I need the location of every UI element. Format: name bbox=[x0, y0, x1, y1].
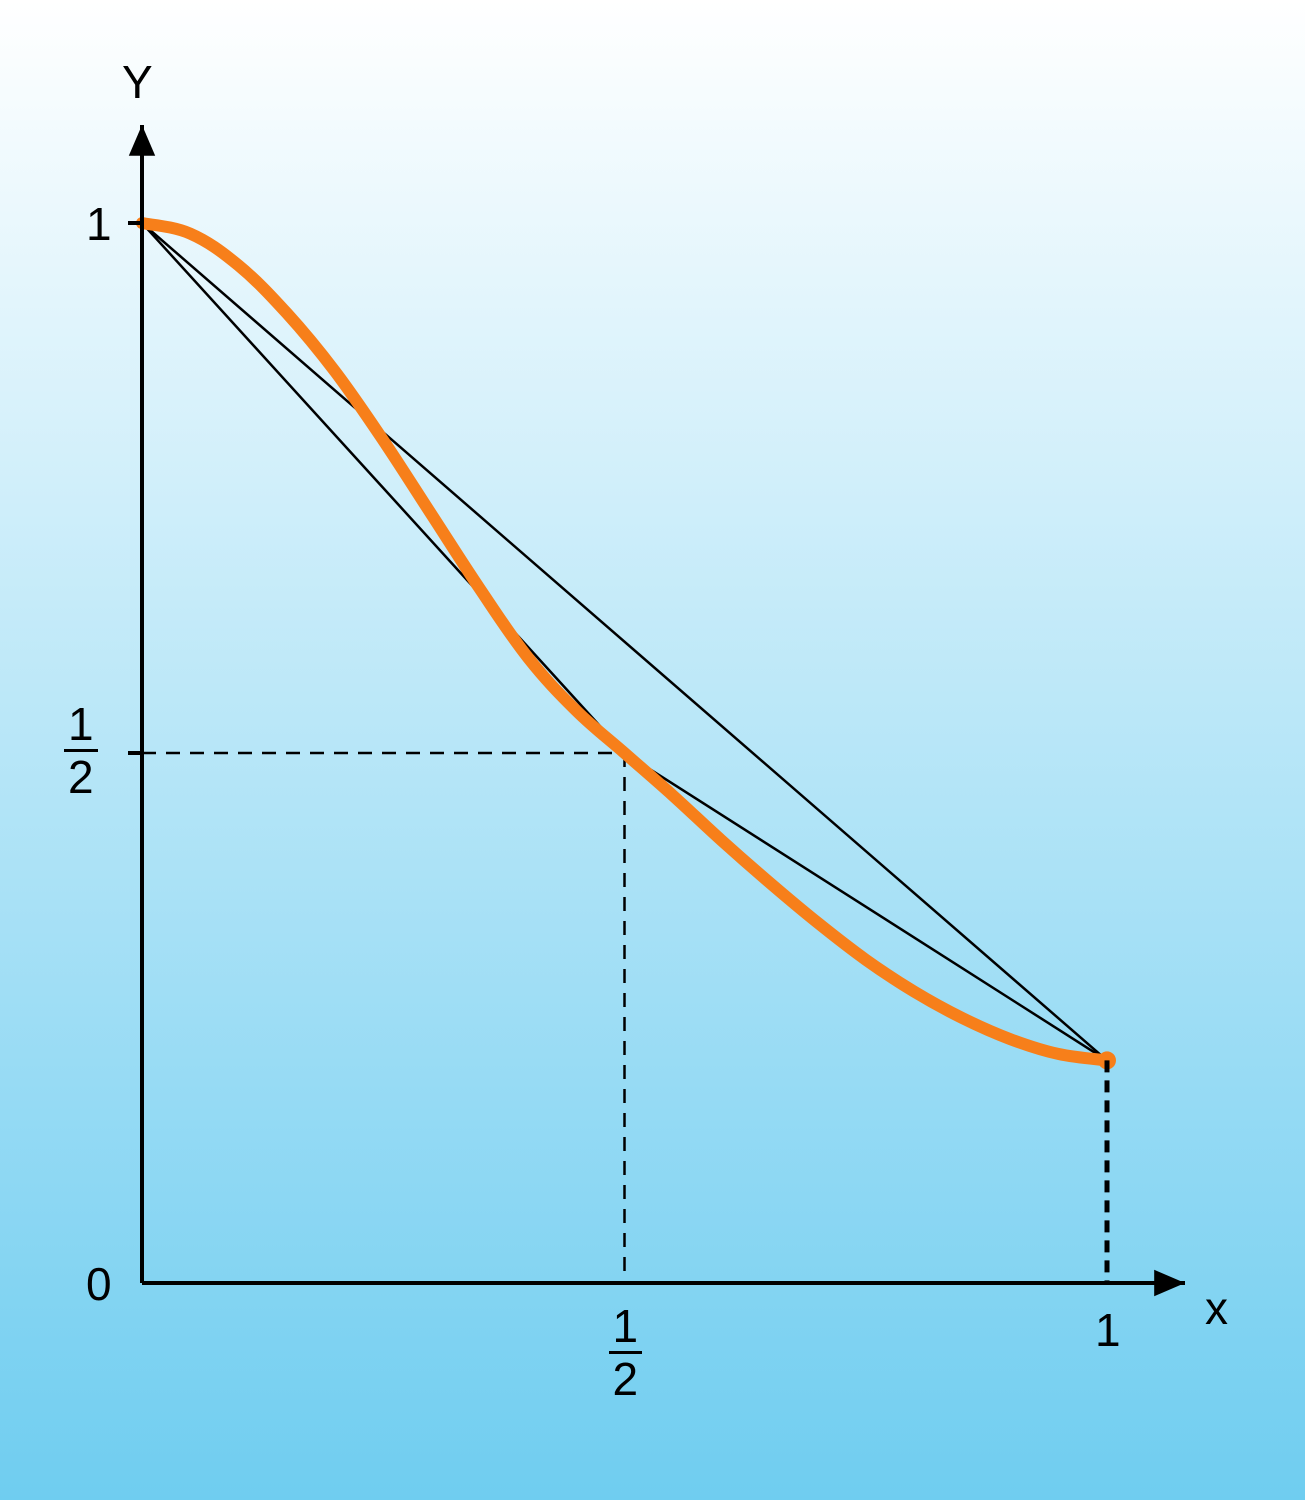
x-tick-label: 12 bbox=[609, 1303, 643, 1406]
x-tick-label: 1 bbox=[1095, 1303, 1121, 1357]
chart-canvas: Yx 0 12 1 12 1 bbox=[0, 0, 1305, 1500]
x-axis-label: x bbox=[1205, 1281, 1228, 1335]
chart-svg bbox=[0, 0, 1305, 1500]
y-tick-label: 12 bbox=[64, 701, 98, 804]
y-axis-label: Y bbox=[122, 55, 153, 109]
y-tick-label: 1 bbox=[86, 197, 112, 251]
y-tick-label: 0 bbox=[86, 1257, 112, 1311]
chart-background bbox=[0, 0, 1305, 1500]
